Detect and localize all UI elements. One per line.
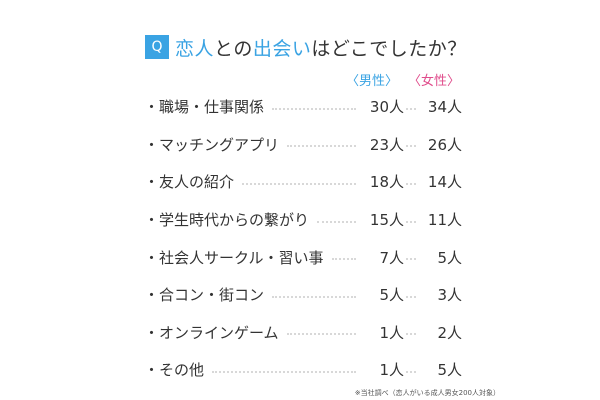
legend-female: 〈女性〉 (407, 74, 460, 89)
female-count: 5人 (437, 361, 462, 380)
result-row: ・マッチングアプリ 23人 26人 (144, 126, 462, 164)
leader-dots (317, 220, 356, 223)
female-count: 2人 (437, 323, 462, 342)
leader-dots (272, 107, 356, 110)
row-label: ・マッチングアプリ (144, 135, 280, 154)
result-row: ・オンラインゲーム 1人 2人 (144, 314, 462, 352)
male-count: 15人 (369, 211, 404, 230)
male-count: 1人 (379, 361, 404, 380)
leader-dots (242, 182, 356, 185)
row-label: ・その他 (144, 361, 205, 380)
separator-dots (406, 145, 416, 148)
question-text: 恋人との出会いはどこでしたか？ (175, 34, 467, 61)
row-label: ・学生時代からの繋がり (144, 211, 310, 230)
separator-dots (406, 182, 416, 185)
leader-dots (287, 145, 356, 148)
separator-dots (406, 258, 416, 261)
legend: 〈男性〉 〈女性〉 (340, 70, 460, 89)
separator-dots (406, 295, 416, 298)
question-heading: Q 恋人との出会いはどこでしたか？ (145, 34, 467, 60)
male-count: 30人 (369, 98, 404, 117)
result-row: ・その他 1人 5人 (144, 351, 462, 389)
results-list: ・職場・仕事関係 30人 34人 ・マッチングアプリ 23人 26人 ・友人の紹… (144, 88, 462, 389)
male-count: 7人 (379, 248, 404, 267)
leader-dots (272, 295, 356, 298)
leader-dots (212, 370, 356, 373)
separator-dots (406, 370, 416, 373)
female-count: 14人 (427, 173, 462, 192)
question-highlight-meeting: 出会い (252, 37, 312, 60)
row-label: ・友人の紹介 (144, 173, 235, 192)
separator-dots (406, 333, 416, 336)
female-count: 26人 (427, 135, 462, 154)
male-count: 18人 (369, 173, 404, 192)
result-row: ・友人の紹介 18人 14人 (144, 163, 462, 201)
separator-dots (406, 220, 416, 223)
separator-dots (406, 107, 416, 110)
footnote: ※当社調べ（恋人がいる成人男女200人対象） (354, 389, 500, 397)
female-count: 3人 (437, 286, 462, 305)
leader-dots (286, 333, 356, 336)
row-label: ・オンラインゲーム (144, 323, 279, 342)
male-count: 5人 (379, 286, 404, 305)
result-row: ・社会人サークル・習い事 7人 5人 (144, 238, 462, 276)
row-label: ・職場・仕事関係 (144, 98, 265, 117)
question-highlight-lover: 恋人 (175, 37, 215, 60)
legend-male: 〈男性〉 (345, 74, 398, 89)
result-row: ・学生時代からの繋がり 15人 11人 (144, 201, 462, 239)
result-row: ・職場・仕事関係 30人 34人 (144, 88, 462, 126)
row-label: ・社会人サークル・習い事 (144, 248, 324, 267)
q-badge: Q (145, 35, 169, 59)
female-count: 5人 (437, 248, 462, 267)
leader-dots (331, 258, 356, 261)
question-text-to: との (214, 37, 253, 60)
question-text-rest: はどこでしたか？ (311, 37, 467, 60)
female-count: 34人 (427, 98, 462, 117)
result-row: ・合コン・街コン 5人 3人 (144, 276, 462, 314)
female-count: 11人 (427, 211, 462, 230)
male-count: 1人 (379, 323, 404, 342)
male-count: 23人 (369, 135, 404, 154)
row-label: ・合コン・街コン (144, 286, 265, 305)
